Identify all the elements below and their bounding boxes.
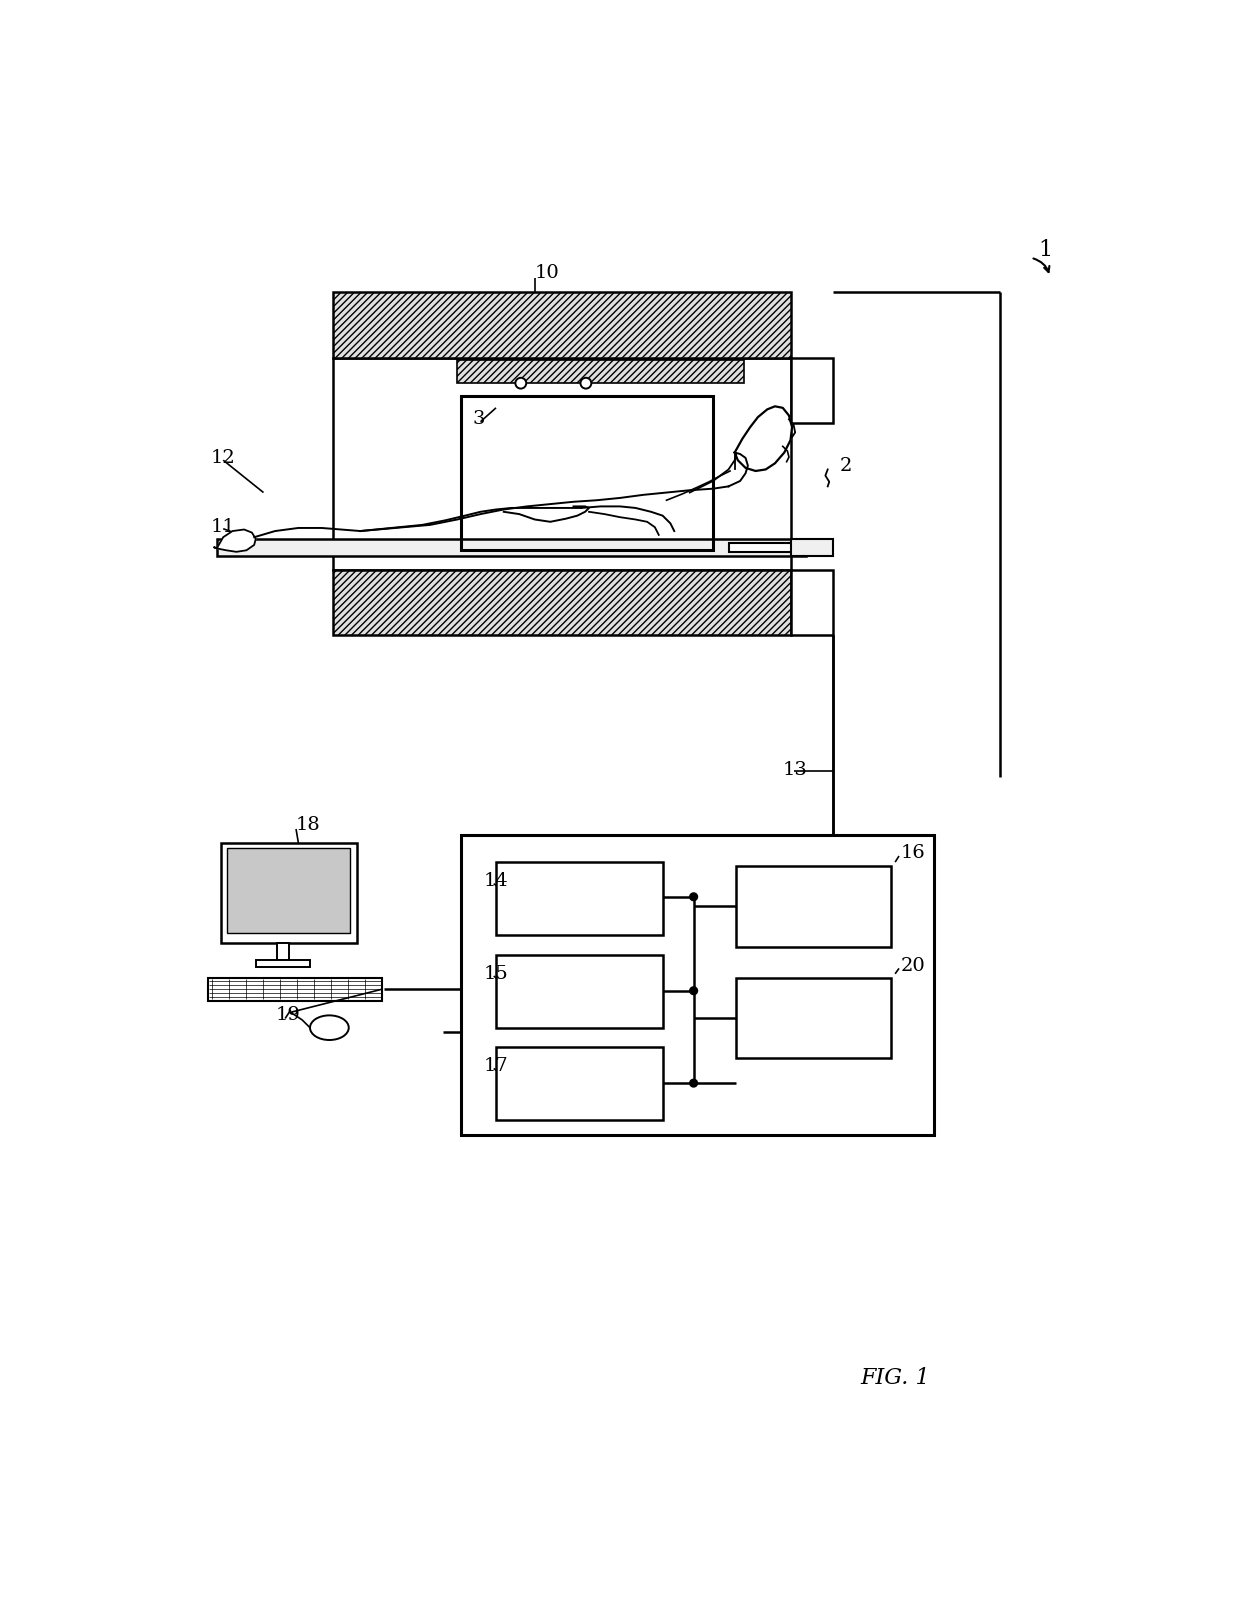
Text: 17: 17	[484, 1057, 508, 1075]
Circle shape	[580, 378, 591, 389]
Bar	[791, 357, 833, 423]
Bar	[729, 543, 806, 551]
Text: 2: 2	[839, 457, 852, 474]
Text: 18: 18	[296, 815, 321, 835]
Circle shape	[689, 892, 697, 900]
Text: 14: 14	[484, 873, 508, 891]
Text: 3: 3	[472, 410, 485, 428]
Bar	[207, 977, 382, 1001]
Text: FIG. 1: FIG. 1	[861, 1367, 930, 1389]
Bar	[217, 538, 806, 556]
Text: 13: 13	[782, 761, 807, 779]
Bar	[458, 360, 744, 383]
Bar	[496, 1048, 662, 1120]
Circle shape	[689, 1080, 697, 1088]
Bar	[737, 867, 892, 947]
Circle shape	[689, 987, 697, 995]
Bar	[461, 396, 713, 551]
Text: 10: 10	[534, 264, 559, 282]
Text: 19: 19	[275, 1006, 300, 1024]
Bar	[461, 835, 934, 1136]
Bar	[791, 538, 833, 556]
Bar	[334, 570, 791, 634]
Text: 12: 12	[211, 449, 236, 466]
Bar	[227, 849, 351, 932]
Text: 1: 1	[1039, 239, 1053, 261]
Text: 11: 11	[211, 517, 236, 537]
Bar	[496, 862, 662, 936]
Circle shape	[516, 378, 526, 389]
Bar	[791, 570, 833, 634]
Text: 16: 16	[900, 844, 925, 862]
Bar	[737, 977, 892, 1059]
Ellipse shape	[310, 1016, 348, 1040]
Bar	[278, 944, 289, 960]
Text: 20: 20	[900, 956, 925, 976]
Polygon shape	[734, 407, 792, 471]
Bar	[255, 960, 310, 968]
Bar	[221, 843, 357, 944]
Bar	[496, 955, 662, 1028]
Polygon shape	[215, 530, 255, 551]
Bar	[334, 357, 791, 570]
Text: 15: 15	[484, 964, 508, 982]
Bar	[334, 292, 791, 357]
